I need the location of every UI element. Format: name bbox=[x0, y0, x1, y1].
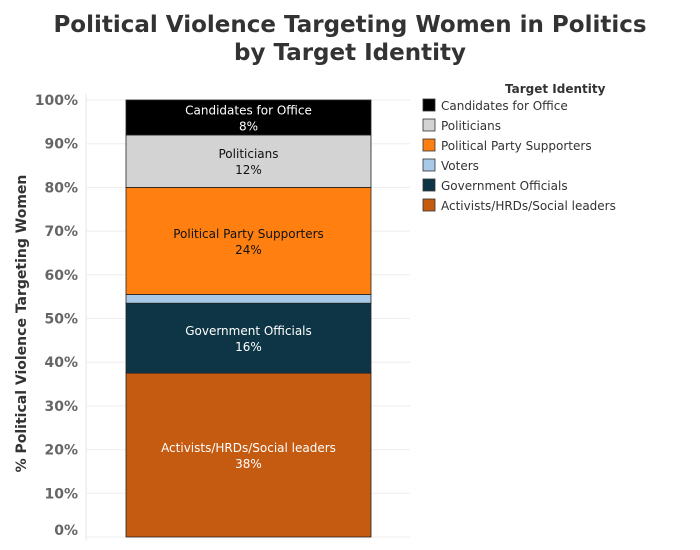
segment-name-label: Politicians bbox=[219, 147, 279, 161]
y-tick-label: 70% bbox=[44, 224, 78, 240]
y-tick-label: 10% bbox=[44, 486, 78, 502]
y-tick-label: 100% bbox=[35, 93, 78, 109]
y-tick-label: 50% bbox=[44, 312, 78, 328]
bar-segment bbox=[125, 99, 372, 136]
legend-swatch bbox=[422, 138, 436, 152]
y-tick-label: 90% bbox=[44, 137, 78, 153]
legend-label: Government Officials bbox=[441, 179, 568, 193]
legend-swatch bbox=[422, 178, 436, 192]
segment-value-label: 8% bbox=[239, 119, 258, 133]
legend-label: Activists/HRDs/Social leaders bbox=[441, 199, 616, 213]
y-tick-label: 20% bbox=[44, 443, 78, 459]
bar-segment bbox=[125, 372, 372, 538]
legend-label: Political Party Supporters bbox=[441, 139, 592, 153]
y-axis-title: % Political Violence Targeting Women bbox=[14, 175, 30, 473]
segment-name-label: Candidates for Office bbox=[185, 103, 312, 117]
segment-value-label: 24% bbox=[235, 243, 262, 257]
bar-segment bbox=[125, 186, 372, 295]
segment-name-label: Political Party Supporters bbox=[173, 227, 324, 241]
legend-label: Candidates for Office bbox=[441, 99, 568, 113]
y-tick-label: 30% bbox=[44, 399, 78, 415]
chart-subtitle: by Target Identity bbox=[234, 40, 466, 66]
legend-swatch bbox=[422, 98, 436, 112]
segment-value-label: 38% bbox=[235, 457, 262, 471]
y-tick-label: 60% bbox=[44, 268, 78, 284]
y-tick-label: 0% bbox=[54, 523, 78, 539]
segment-name-label: Government Officials bbox=[185, 324, 312, 338]
legend-label: Politicians bbox=[441, 119, 501, 133]
legend-label: Voters bbox=[441, 159, 479, 173]
legend-swatch bbox=[422, 118, 436, 132]
segment-value-label: 12% bbox=[235, 163, 262, 177]
chart-title: Political Violence Targeting Women in Po… bbox=[53, 12, 647, 38]
legend-swatch bbox=[422, 158, 436, 172]
legend-title: Target Identity bbox=[505, 82, 606, 96]
segment-name-label: Activists/HRDs/Social leaders bbox=[161, 441, 336, 455]
segment-value-label: 16% bbox=[235, 340, 262, 354]
legend-swatch bbox=[422, 198, 436, 212]
bar-segment bbox=[125, 294, 372, 304]
y-tick-label: 40% bbox=[44, 355, 78, 371]
y-tick-label: 80% bbox=[44, 180, 78, 196]
